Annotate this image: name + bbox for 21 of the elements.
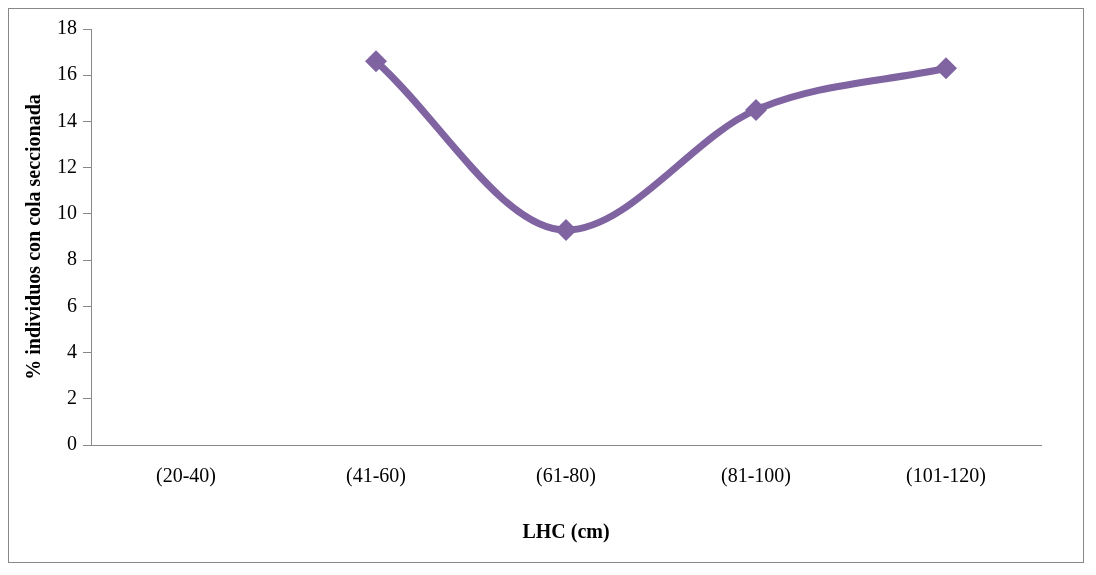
x-tick-label: (20-40) [156,464,216,488]
point [745,98,767,121]
x-tick-label: (41-60) [346,464,406,488]
x-tick-label: (81-100) [721,464,791,488]
x-axis-title: LHC (cm) [522,520,610,544]
y-tick-label: 2 [67,386,77,409]
y-tick-label: 0 [67,432,77,455]
point [935,57,957,80]
point [365,50,387,73]
y-tick-label: 14 [57,108,77,131]
y-tick-label: 4 [67,339,77,362]
point [555,219,577,242]
y-tick-label: 18 [57,16,77,39]
y-tick-label: 8 [67,247,77,270]
y-tick-label: 6 [67,293,77,316]
y-tick-label: 10 [57,201,77,224]
y-tick-label: 12 [57,154,77,177]
y-tick-label: 16 [57,62,77,85]
y-axis-title: % individuos con cola seccionada [22,94,45,380]
x-tick-label: (61-80) [536,464,596,488]
x-tick-label: (101-120) [906,464,986,488]
